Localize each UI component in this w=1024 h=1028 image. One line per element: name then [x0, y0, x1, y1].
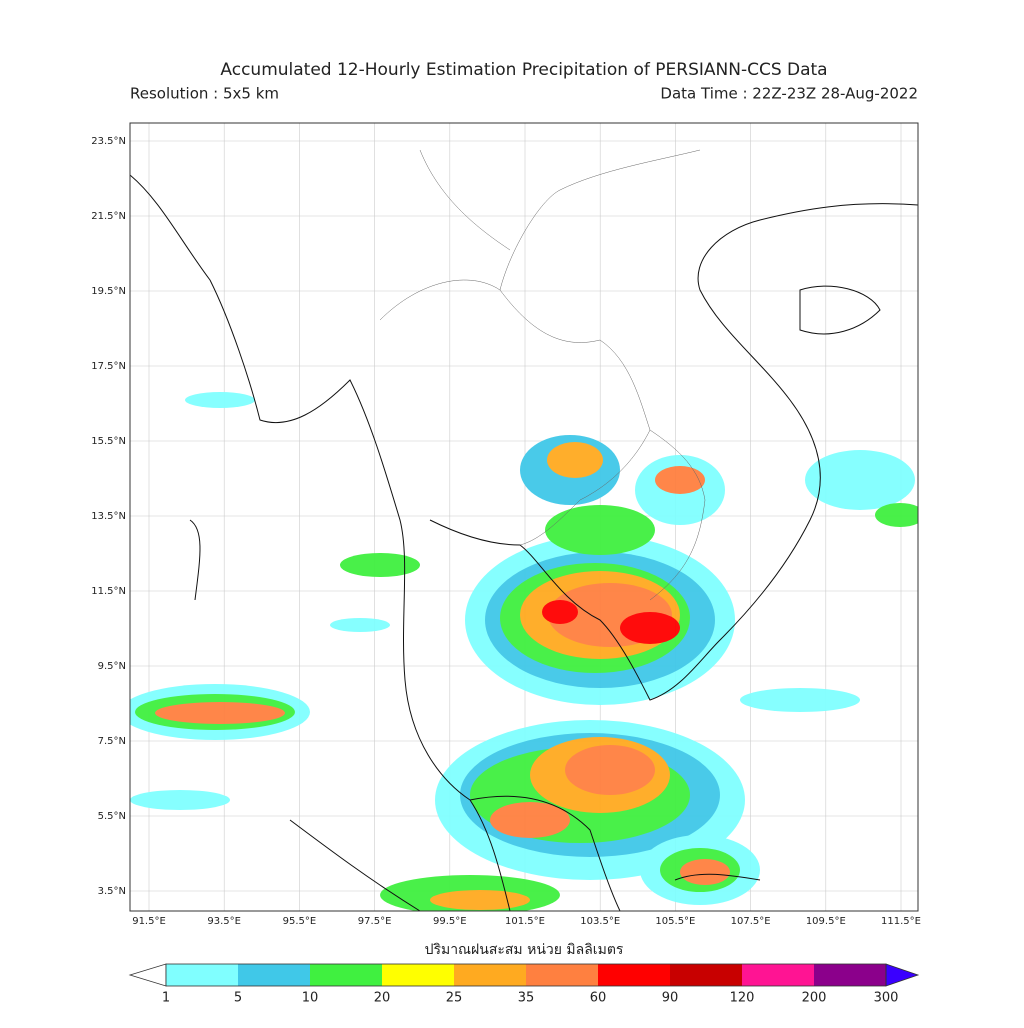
- colorbar-tick: 10: [302, 991, 319, 1006]
- colorbar-segment: [670, 964, 742, 986]
- colorbar-segment: [310, 964, 382, 986]
- colorbar-segment: [166, 964, 238, 986]
- title: Accumulated 12-Hourly Estimation Precipi…: [220, 60, 827, 80]
- lat-label: 23.5°N: [91, 136, 126, 147]
- colorbar-segment: [454, 964, 526, 986]
- colorbar-frame: [165, 963, 887, 987]
- colorbar-tick: 90: [662, 991, 679, 1006]
- lat-label: 15.5°N: [91, 436, 126, 447]
- colorbar-tick: 25: [446, 991, 463, 1006]
- coastline: [130, 174, 918, 911]
- axis-labels: 23.5°N 21.5°N 19.5°N 17.5°N 15.5°N 13.5°N 11.5…: [91, 136, 921, 927]
- lat-label: 17.5°N: [91, 361, 126, 372]
- colorbar-segment: [598, 964, 670, 986]
- colorbar-segment: [814, 964, 886, 986]
- colorbar-segment: [238, 964, 310, 986]
- lon-label: 97.5°E: [358, 916, 392, 927]
- lon-label: 105.5°E: [655, 916, 695, 927]
- lat-label: 11.5°N: [91, 586, 126, 597]
- colorbar-tick: 1: [162, 991, 170, 1006]
- colorbar-extension: [128, 963, 167, 987]
- colorbar-tick: 200: [802, 991, 827, 1006]
- lat-label: 19.5°N: [91, 286, 126, 297]
- lon-label: 99.5°E: [433, 916, 467, 927]
- lon-label: 109.5°E: [806, 916, 846, 927]
- colorbar: 1 5 10 20 25 35 60 90 120 200 300: [128, 963, 920, 1006]
- resolution: Resolution : 5x5 km: [130, 85, 279, 103]
- lon-label: 107.5°E: [731, 916, 771, 927]
- colorbar-tick: 120: [730, 991, 755, 1006]
- lat-label: 7.5°N: [98, 736, 126, 747]
- map-frame: [129, 122, 919, 912]
- precipitation: [130, 392, 918, 911]
- colorbar-segment: [382, 964, 454, 986]
- lat-label: 9.5°N: [98, 661, 126, 672]
- colorbar-tick: 5: [234, 991, 242, 1006]
- lat-label: 21.5°N: [91, 211, 126, 222]
- colorbar-segment: [526, 964, 598, 986]
- map: [130, 123, 918, 911]
- colorbar-tick: 20: [374, 991, 391, 1006]
- lon-label: 91.5°E: [132, 916, 166, 927]
- lon-label: 111.5°E: [881, 916, 921, 927]
- colorbar-extension: [885, 963, 920, 987]
- data-time: Data Time : 22Z-23Z 28-Aug-2022: [660, 85, 918, 103]
- lat-label: 3.5°N: [98, 886, 126, 897]
- lon-label: 101.5°E: [505, 916, 545, 927]
- colorbar-tick: 35: [518, 991, 535, 1006]
- colorbar-tick: 300: [874, 991, 899, 1006]
- colorbar-segment: [742, 964, 814, 986]
- colorbar-tick: 60: [590, 991, 607, 1006]
- lon-label: 103.5°E: [580, 916, 620, 927]
- lat-label: 13.5°N: [91, 511, 126, 522]
- lat-label: 5.5°N: [98, 811, 126, 822]
- lon-label: 93.5°E: [207, 916, 241, 927]
- lon-label: 95.5°E: [283, 916, 317, 927]
- colorbar-label: ปริมาณฝนสะสม หน่วย มิลลิเมตร: [425, 942, 624, 958]
